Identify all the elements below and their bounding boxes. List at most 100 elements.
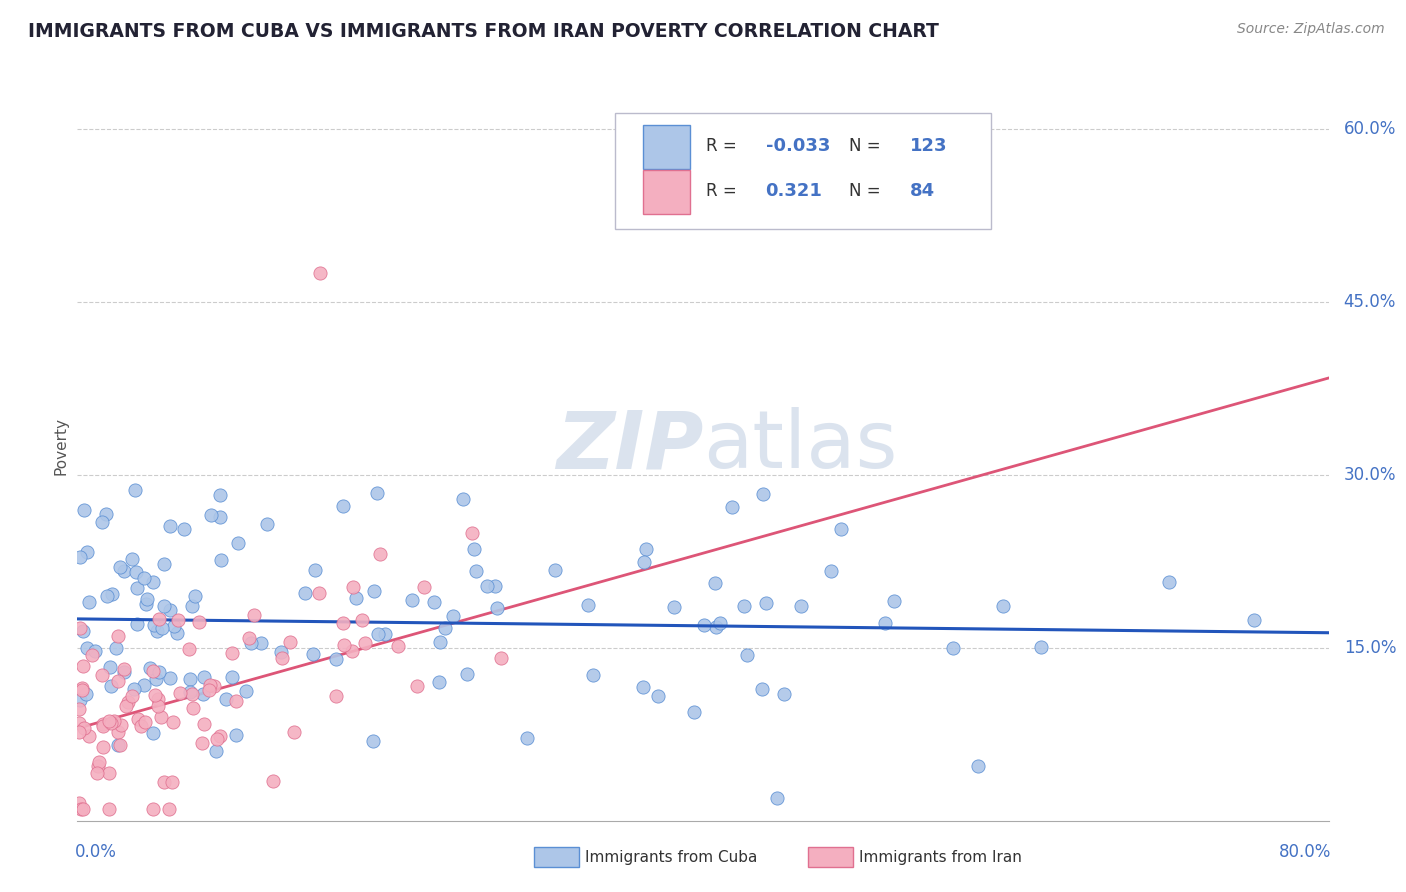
Point [67,702,90,716]
Point [76,641,98,656]
Point [752,487,775,501]
Point [87,758,110,772]
Point [75,687,97,701]
Point [423,595,446,609]
Point [148,665,170,679]
Point [225,694,247,708]
Point [366,486,388,500]
Text: 30.0%: 30.0% [1344,466,1396,483]
Point [162,715,184,730]
Point [96,590,118,604]
Point [69,549,91,564]
Bar [643,170,690,214]
Point [97,714,120,729]
Point [209,730,232,744]
Point [693,617,716,632]
Point [135,597,157,611]
Point [332,616,354,631]
Point [142,802,165,816]
Point [91,739,114,754]
Point [413,580,436,594]
Point [406,679,429,693]
Point [283,725,305,739]
Point [830,523,852,537]
Point [112,662,135,676]
Point [353,636,375,650]
Point [148,699,170,714]
Point [463,542,485,557]
Point [720,500,742,514]
Point [127,617,149,632]
Point [108,738,131,752]
Point [427,675,450,690]
Point [73,502,96,516]
Point [634,542,657,557]
Point [256,516,278,531]
FancyBboxPatch shape [616,112,991,228]
Point [91,718,114,732]
Point [294,586,316,600]
Point [202,679,225,693]
Point [181,599,204,613]
Point [205,731,228,746]
Point [942,640,965,655]
Point [115,699,138,714]
Point [114,665,136,679]
Point [79,594,101,608]
Point [72,624,94,638]
Point [108,560,131,574]
Text: 0.321: 0.321 [765,182,823,200]
Text: 60.0%: 60.0% [1344,120,1396,138]
Point [159,603,181,617]
Point [333,638,356,652]
Point [124,682,146,697]
Point [451,491,474,506]
Point [173,523,195,537]
Point [772,687,794,701]
Text: atlas: atlas [703,407,897,485]
Text: N =: N = [849,137,886,155]
Point [967,759,990,773]
Text: N =: N = [849,182,886,200]
Point [249,636,271,650]
Point [243,607,266,622]
Point [143,688,166,702]
Point [107,724,129,739]
Point [94,507,117,521]
Point [198,678,221,692]
Point [991,599,1014,614]
Point [124,483,146,497]
Text: R =: R = [706,182,741,200]
Point [67,796,90,810]
Point [157,802,180,816]
Point [159,671,181,685]
Point [181,700,204,714]
Point [70,682,93,697]
Point [134,714,156,729]
Point [70,802,93,816]
Point [647,689,669,703]
Point [169,686,191,700]
Point [193,687,215,701]
Point [132,678,155,692]
Point [1243,614,1265,628]
Point [582,668,605,682]
Point [98,659,121,673]
Point [112,564,135,578]
Point [308,586,330,600]
Point [434,621,457,635]
Point [456,666,478,681]
Point [270,650,292,665]
Point [101,586,124,600]
Point [98,802,121,816]
Point [73,721,96,735]
Point [363,584,385,599]
Point [150,710,173,724]
Point [751,682,773,697]
Point [107,629,129,643]
Point [69,621,91,635]
Point [221,670,243,684]
Y-axis label: Poverty: Poverty [53,417,69,475]
Point [142,665,165,679]
Point [576,598,599,612]
